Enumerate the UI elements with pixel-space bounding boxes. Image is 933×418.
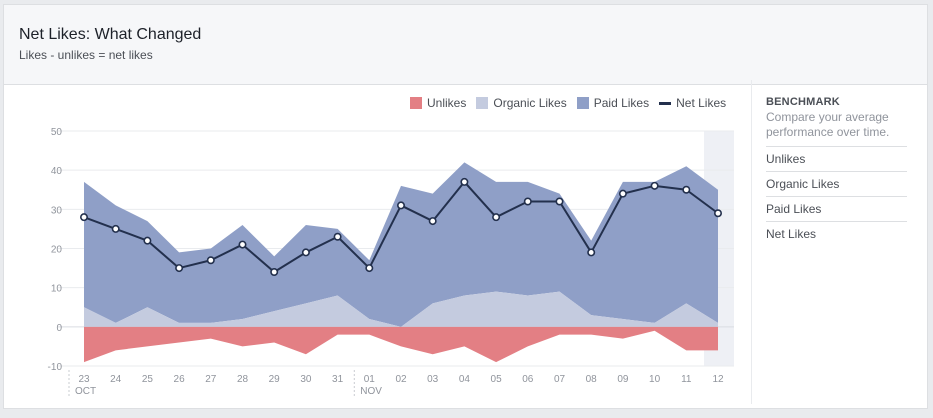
net-swatch — [659, 101, 672, 105]
x-tick-label: 31 — [332, 374, 344, 385]
month-label: NOV — [360, 386, 382, 397]
x-tick-label: 04 — [459, 374, 471, 385]
x-tick-label: 01 — [364, 374, 376, 385]
x-tick-label: 03 — [427, 374, 439, 385]
x-tick-label: 27 — [205, 374, 217, 385]
x-tick-label: 29 — [269, 374, 281, 385]
x-tick-label: 05 — [491, 374, 503, 385]
x-tick-label: 30 — [300, 374, 312, 385]
net-likes-point — [682, 185, 691, 194]
x-tick-label: 02 — [395, 374, 407, 385]
net-likes-point — [301, 248, 310, 257]
y-tick-label: 20 — [51, 245, 63, 256]
net-likes-chart: -10 0 10 20 30 40 50 23 24 25 26 27 28 29 30 31 01 02 03 04… — [48, 127, 734, 397]
unlikes-swatch — [410, 97, 422, 109]
net-likes-point — [270, 267, 279, 276]
net-likes-point — [713, 209, 722, 218]
y-tick-label: 0 — [56, 323, 62, 334]
net-likes-point — [492, 213, 501, 222]
y-tick-label: 50 — [51, 127, 63, 138]
legend-net-label: Net Likes — [676, 96, 727, 110]
y-tick-label: 30 — [51, 205, 63, 216]
x-tick-label: 06 — [522, 374, 534, 385]
x-tick-label: 08 — [586, 374, 598, 385]
net-likes-point — [333, 232, 342, 241]
sidebar-divider — [751, 80, 752, 404]
benchmark-heading: BENCHMARK — [766, 96, 840, 108]
benchmark-organic-likes[interactable]: Organic Likes — [766, 172, 907, 197]
x-tick-label: 28 — [237, 374, 249, 385]
legend-paid-likes[interactable]: Paid Likes — [576, 96, 650, 110]
net-likes-point — [111, 224, 120, 233]
x-tick-label: 11 — [681, 374, 692, 385]
net-likes-point — [80, 213, 89, 222]
net-likes-point — [396, 201, 405, 210]
x-tick-label: 10 — [649, 374, 661, 385]
net-likes-point — [555, 197, 564, 206]
x-tick-label: 07 — [554, 374, 566, 385]
card-header: Net Likes: What Changed Likes - unlikes … — [4, 5, 927, 85]
chart-legend: Unlikes Organic Likes Paid Likes Net Lik… — [410, 96, 726, 110]
paid-swatch — [576, 97, 589, 109]
x-tick-label: 23 — [78, 374, 90, 385]
card-subtitle: Likes - unlikes = net likes — [19, 48, 153, 62]
legend-unlikes-label: Unlikes — [427, 96, 467, 110]
benchmark-paid-likes[interactable]: Paid Likes — [766, 197, 907, 222]
y-tick-label: -10 — [48, 362, 63, 373]
legend-organic-likes[interactable]: Organic Likes — [476, 96, 567, 110]
unlikes-area — [84, 326, 718, 363]
legend-net-likes[interactable]: Net Likes — [659, 96, 726, 110]
net-likes-point — [238, 240, 247, 249]
net-likes-point — [428, 217, 437, 226]
legend-unlikes[interactable]: Unlikes — [410, 96, 466, 110]
x-tick-label: 12 — [712, 374, 724, 385]
y-tick-label: 40 — [51, 166, 63, 177]
legend-organic-label: Organic Likes — [493, 96, 567, 110]
net-likes-point — [618, 189, 627, 198]
month-label: OCT — [75, 386, 96, 397]
x-tick-label: 24 — [110, 374, 122, 385]
benchmark-sidebar: BENCHMARK Compare your average performan… — [766, 96, 907, 246]
net-likes-point — [650, 181, 659, 190]
net-likes-point — [206, 256, 215, 265]
net-likes-point — [175, 264, 184, 273]
x-tick-label: 26 — [174, 374, 186, 385]
organic-swatch — [476, 97, 489, 109]
legend-paid-label: Paid Likes — [593, 96, 650, 110]
benchmark-unlikes[interactable]: Unlikes — [766, 147, 907, 172]
net-likes-point — [365, 264, 374, 273]
benchmark-net-likes[interactable]: Net Likes — [766, 227, 817, 241]
benchmark-description: Compare your average performance over ti… — [766, 110, 907, 147]
net-likes-point — [587, 248, 596, 257]
card-title: Net Likes: What Changed — [19, 26, 202, 43]
net-likes-point — [523, 197, 532, 206]
paid-likes-area — [84, 162, 718, 327]
net-likes-point — [143, 236, 152, 245]
x-tick-label: 09 — [617, 374, 629, 385]
x-tick-label: 25 — [142, 374, 154, 385]
net-likes-point — [460, 177, 469, 186]
organic-likes-area — [84, 291, 718, 327]
y-tick-label: 10 — [51, 284, 63, 295]
